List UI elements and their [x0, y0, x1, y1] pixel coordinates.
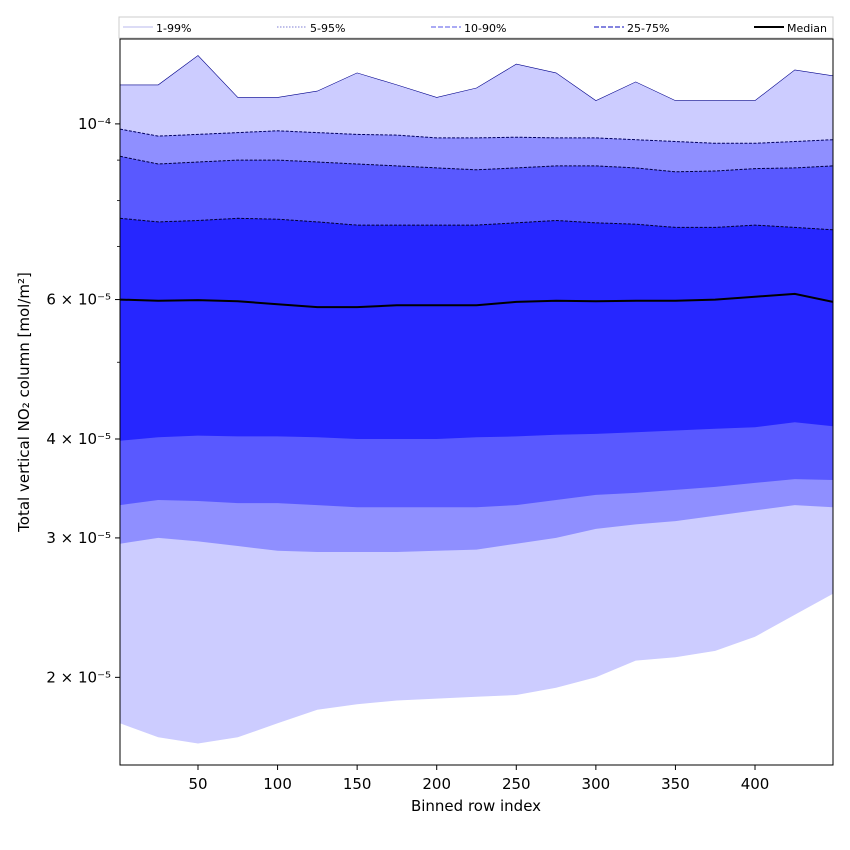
legend-label: 25-75% [627, 22, 669, 35]
x-tick-label: 250 [502, 775, 531, 793]
band-upper-edge-5-95pct [120, 128, 833, 144]
y-tick-label: 2 × 10⁻⁵ [46, 668, 111, 686]
x-tick-label: 200 [422, 775, 451, 793]
median-line [120, 292, 833, 309]
legend-label: Median [787, 22, 827, 35]
legend: 1-99% 5-95% 10-90% 25-75% Median [118, 16, 834, 39]
median-series [120, 292, 833, 309]
plot-frame [119, 38, 834, 766]
legend-label: 1-99% [156, 22, 191, 35]
x-tick-label: 400 [741, 775, 770, 793]
y-axis: 2 × 10⁻⁵ 3 × 10⁻⁵ 4 × 10⁻⁵ 6 × 10⁻⁵ 10⁻⁴ [46, 115, 120, 686]
percentile-bands [120, 55, 833, 744]
band-25-75pct [120, 218, 833, 441]
band-upper-edge-25-75pct [120, 217, 833, 231]
x-tick-label: 150 [343, 775, 372, 793]
y-tick-label: 3 × 10⁻⁵ [46, 529, 111, 547]
legend-label: 5-95% [310, 22, 345, 35]
x-tick-label: 300 [582, 775, 611, 793]
x-axis: 50 100 150 200 250 300 350 400 [188, 765, 769, 793]
y-tick-label: 4 × 10⁻⁵ [46, 430, 111, 448]
x-axis-label: Binned row index [411, 797, 541, 815]
x-tick-label: 350 [661, 775, 690, 793]
x-tick-label: 100 [263, 775, 292, 793]
plot-area [120, 55, 833, 744]
legend-label: 10-90% [464, 22, 506, 35]
y-tick-label: 10⁻⁴ [78, 115, 111, 133]
y-tick-label: 6 × 10⁻⁵ [46, 291, 111, 309]
x-tick-label: 50 [188, 775, 207, 793]
band-upper-edge-1-99pct [120, 55, 833, 101]
legend-frame [118, 16, 834, 39]
y-axis-label: Total vertical NO₂ column [mol/m²] [15, 272, 33, 533]
band-upper-edge-10-90pct [120, 155, 833, 173]
